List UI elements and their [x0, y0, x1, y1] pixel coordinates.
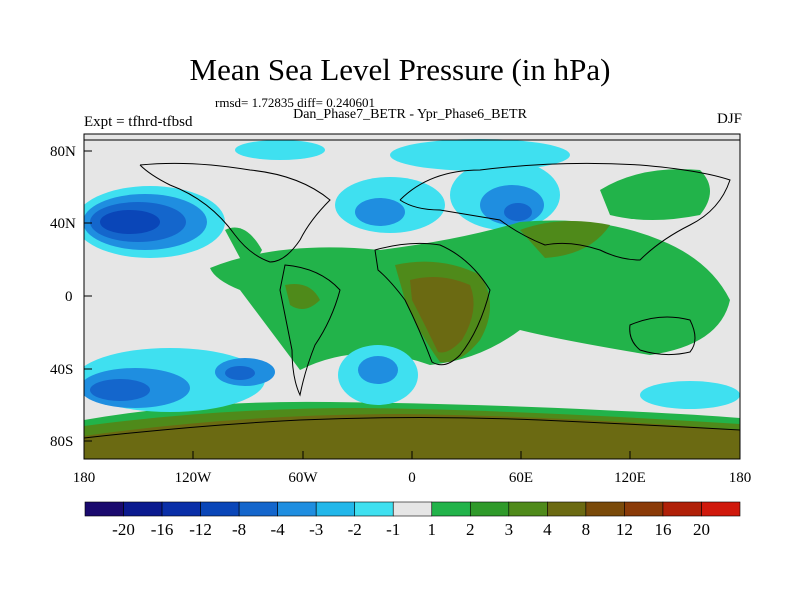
amazon-darkgreen	[285, 284, 320, 309]
south-atlantic-blue	[358, 356, 398, 384]
southern-band-brown	[84, 414, 740, 459]
colorbar-box-0	[84, 501, 124, 517]
colorbar-box-4	[238, 501, 278, 517]
africa-coast	[374, 242, 491, 366]
colorbar-box-8	[392, 501, 433, 517]
arabia-brown	[520, 221, 610, 258]
colorbar-box-13	[585, 501, 625, 517]
colorbar-box-11	[508, 501, 548, 517]
colorbar-box-15	[662, 501, 702, 517]
xtick-60e: 60E	[509, 470, 533, 486]
colorbar-box-6	[315, 501, 356, 517]
colorbar-box-10	[469, 501, 510, 517]
colorbar-label-6: -2	[347, 520, 362, 539]
colorbar-box-2	[161, 501, 201, 517]
xtick-120w: 120W	[175, 470, 213, 486]
north-america-coast	[139, 162, 331, 263]
australia-coast	[629, 316, 696, 356]
africa-brown	[410, 276, 474, 353]
colorbar-label-11: 4	[543, 520, 552, 539]
colorbar-label-12: 8	[581, 520, 591, 539]
colorbar-box-14	[624, 501, 664, 517]
statistics-label: rmsd= 1.72835 diff= 0.240601	[215, 95, 375, 110]
colorbar-label-15: 20	[692, 520, 710, 539]
colorbar-label-8: 1	[427, 520, 437, 539]
south-pacific-darkblue	[90, 379, 150, 401]
plot-title: Mean Sea Level Pressure (in hPa)	[189, 52, 611, 87]
xtick-120e: 120E	[614, 470, 646, 486]
colorbar-label-14: 16	[654, 520, 672, 539]
europe-darkblue	[504, 203, 532, 221]
colorbar-label-10: 3	[504, 520, 514, 539]
xtick-180w: 180	[73, 470, 96, 486]
colorbar-label-9: 2	[466, 520, 475, 539]
colorbar-label-4: -4	[270, 520, 285, 539]
colorbar-box-5	[277, 501, 317, 517]
colorbar-box-9	[431, 501, 471, 517]
south-america-coast	[279, 264, 341, 397]
colorbar	[84, 501, 741, 517]
ytick-40n: 40N	[50, 216, 76, 232]
antarctica-coast	[84, 417, 740, 439]
comparison-label: Dan_Phase7_BETR - Ypr_Phase6_BETR	[293, 107, 527, 122]
xtick-60w: 60W	[288, 470, 318, 486]
asia-green	[600, 169, 710, 220]
ytick-40s: 40S	[50, 362, 73, 378]
colorbar-box-1	[123, 501, 163, 517]
atlantic-blue	[355, 198, 405, 226]
colorbar-box-7	[354, 501, 394, 517]
colorbar-box-3	[200, 501, 240, 517]
axis-ticks	[83, 150, 741, 459]
xtick-0: 0	[408, 470, 416, 486]
colorbar-box-12	[547, 501, 587, 517]
colorbar-box-16	[701, 501, 741, 517]
colorbar-label-13: 12	[615, 520, 633, 539]
colorbar-label-5: -3	[309, 520, 324, 539]
ytick-80s: 80S	[50, 434, 73, 450]
canada-cyan	[235, 140, 325, 160]
experiment-label: Expt = tfhrd-tfbsd	[84, 114, 193, 130]
mexico-green	[225, 227, 262, 261]
north-pacific-darkblue	[100, 210, 160, 234]
colorbar-label-7: -1	[386, 520, 401, 539]
colorbar-label-0: -20	[112, 520, 135, 539]
eurasia-coast	[399, 162, 731, 261]
ytick-80n: 80N	[50, 144, 76, 160]
xtick-180e: 180	[729, 470, 752, 486]
pressure-field	[84, 134, 740, 459]
se-pacific-darkblue	[225, 366, 255, 380]
arctic-cyan	[390, 139, 570, 171]
southern-indian-cyan	[640, 381, 740, 409]
coastlines	[84, 139, 740, 439]
season-label: DJF	[716, 111, 742, 127]
ytick-0: 0	[65, 289, 73, 305]
colorbar-label-3: -8	[232, 520, 247, 539]
colorbar-label-2: -12	[189, 520, 212, 539]
colorbar-label-1: -16	[150, 520, 174, 539]
